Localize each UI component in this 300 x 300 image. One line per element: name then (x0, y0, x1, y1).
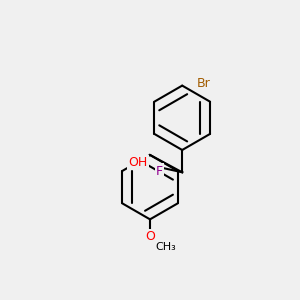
Text: O: O (145, 230, 155, 243)
Text: F: F (156, 165, 163, 178)
Text: CH₃: CH₃ (155, 242, 176, 252)
Text: Br: Br (197, 76, 211, 90)
Text: OH: OH (128, 156, 148, 169)
